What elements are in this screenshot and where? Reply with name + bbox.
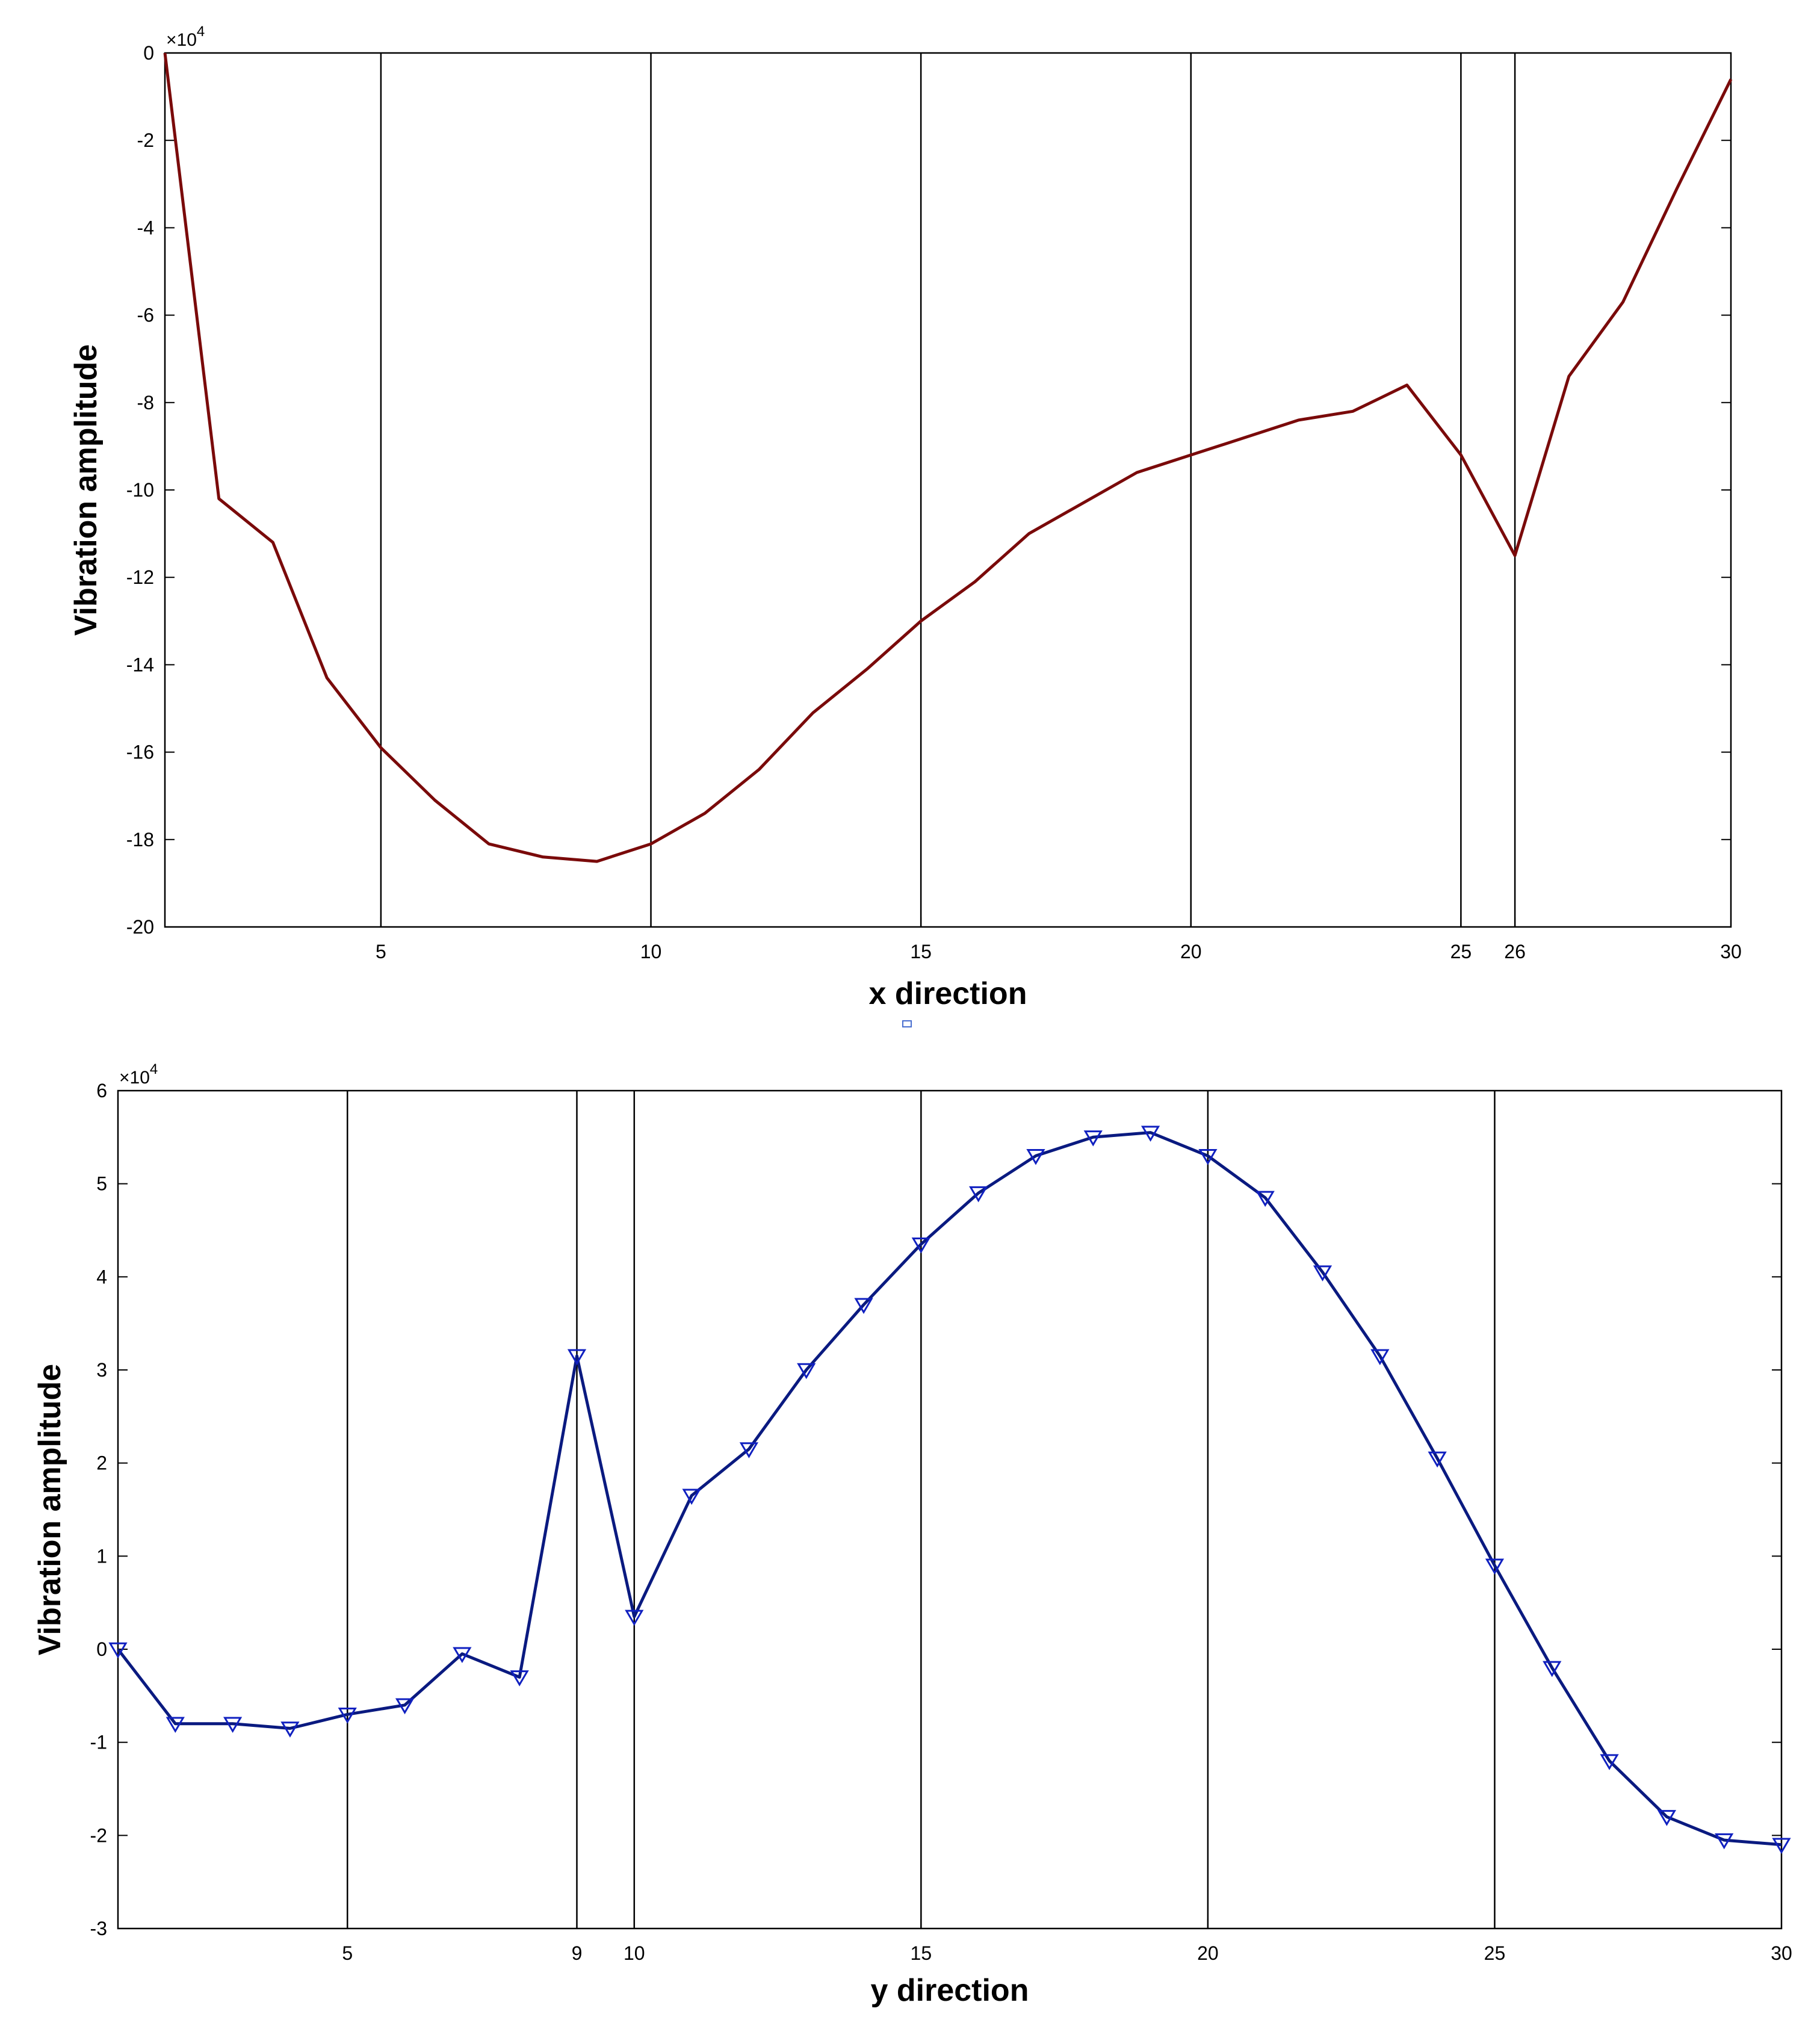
data-point-marker — [1198, 1149, 1218, 1165]
y-axis-label: Vibration amplitude — [32, 1364, 67, 1655]
y-tick-label: 0 — [143, 42, 154, 64]
y-tick-label: -3 — [90, 1918, 107, 1939]
x-axis-label: x direction — [869, 976, 1027, 1011]
y-tick-label: -16 — [126, 742, 154, 763]
data-point-marker — [1083, 1130, 1103, 1147]
series-line — [163, 52, 1733, 863]
data-point-marker — [1255, 1191, 1275, 1207]
y-tick-label: -18 — [126, 829, 154, 850]
data-point-marker — [854, 1298, 873, 1315]
y-axis-label: Vibration amplitude — [69, 344, 104, 636]
y-tick-label: -2 — [137, 129, 154, 151]
x-tick-label: 5 — [342, 1942, 353, 1964]
x-tick-label: 20 — [1197, 1942, 1219, 1964]
data-point-marker — [969, 1186, 988, 1203]
y-exponent-power: 4 — [150, 1061, 158, 1077]
y-tick-label: -14 — [126, 654, 154, 675]
y-exponent-label: ×104 — [119, 1061, 158, 1088]
y-tick-label: 6 — [96, 1080, 107, 1101]
y-tick-label: 0 — [96, 1638, 107, 1660]
x-tick-label: 30 — [1771, 1942, 1792, 1964]
data-point-marker — [166, 1717, 185, 1733]
x-tick-label: 25 — [1450, 941, 1472, 962]
y-tick-label: -12 — [126, 566, 154, 588]
x-tick-label: 26 — [1504, 941, 1526, 962]
y-tick-label: -2 — [90, 1824, 107, 1846]
data-point-marker — [510, 1670, 529, 1687]
chart-x-direction: 0 -2 -4 -6 -8 -10 -12 -14 -16 -18 -20 5 10 15 20 25 26 30… — [69, 23, 1742, 1011]
y-exponent-label: ×104 — [166, 23, 205, 50]
data-point-marker — [1026, 1149, 1045, 1165]
data-point-marker — [1715, 1833, 1734, 1850]
data-point-marker — [1428, 1451, 1447, 1468]
y-tick-label: -10 — [126, 479, 154, 501]
y-tick-label: -1 — [90, 1732, 107, 1753]
data-point-marker — [739, 1442, 759, 1458]
data-point-marker — [911, 1237, 930, 1254]
x-tick-label: 10 — [624, 1942, 645, 1964]
data-point-marker — [1141, 1126, 1160, 1142]
data-point-marker — [1772, 1838, 1791, 1854]
x-tick-label: 15 — [910, 941, 932, 962]
series-line — [117, 1131, 1782, 1847]
data-point-marker — [395, 1698, 415, 1715]
y-exponent-power: 4 — [197, 23, 205, 40]
axes-box — [117, 1089, 1783, 1930]
x-tick-label: 5 — [376, 941, 386, 962]
x-tick-label: 9 — [572, 1942, 583, 1964]
y-tick-label: 2 — [96, 1452, 107, 1474]
y-tick-label: -4 — [137, 217, 154, 238]
data-point-marker — [1657, 1810, 1677, 1826]
y-tick-label: -6 — [137, 305, 154, 326]
data-point-marker — [797, 1363, 816, 1380]
data-point-marker — [1313, 1265, 1332, 1281]
axes-box — [164, 52, 1732, 928]
y-tick-label: 4 — [96, 1266, 107, 1287]
y-tick-label: -20 — [126, 916, 154, 938]
data-point-marker — [1543, 1661, 1562, 1678]
x-tick-label: 15 — [911, 1942, 932, 1964]
separator-mark — [902, 1020, 912, 1027]
data-point-marker — [280, 1721, 300, 1738]
data-point-marker — [108, 1642, 128, 1659]
y-tick-label: 1 — [96, 1545, 107, 1567]
data-point-marker — [567, 1349, 587, 1366]
data-point-marker — [453, 1647, 472, 1664]
x-tick-label: 30 — [1720, 941, 1742, 962]
y-tick-label: 5 — [96, 1173, 107, 1195]
x-tick-label: 25 — [1484, 1942, 1506, 1964]
x-tick-label: 20 — [1180, 941, 1202, 962]
data-point-marker — [625, 1609, 644, 1626]
data-point-marker — [1485, 1558, 1505, 1575]
data-point-marker — [223, 1717, 243, 1733]
x-tick-label: 10 — [640, 941, 662, 962]
y-tick-label: -8 — [137, 392, 154, 414]
data-point-marker — [1600, 1754, 1619, 1770]
y-tick-label: 3 — [96, 1359, 107, 1381]
data-point-marker — [1370, 1349, 1390, 1366]
data-point-marker — [682, 1489, 701, 1505]
data-point-marker — [338, 1708, 357, 1724]
x-axis-label: y direction — [871, 1973, 1029, 2008]
